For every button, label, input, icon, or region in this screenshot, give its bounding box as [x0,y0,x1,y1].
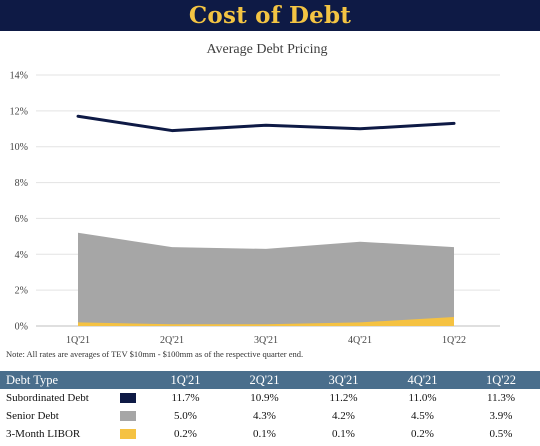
page-title: Cost of Debt [188,2,352,29]
legend-swatch [120,429,136,440]
legend-swatch-cell [110,425,146,443]
table-cell: 5.0% [174,410,197,422]
legend-swatch [120,411,136,422]
table-header-col: 4Q'21 [383,371,463,389]
table-header-col: 2Q'21 [225,371,305,389]
table-row: Subordinated Debt 11.7% 10.9% 11.2% 11.0… [0,389,540,407]
3-month-libor-area [78,317,454,326]
footnote: Note: All rates are averages of TEV $10m… [6,349,304,359]
chart-title: Average Debt Pricing [206,42,327,57]
table-cell: 11.0% [408,392,437,404]
row-label: 3-Month LIBOR [6,428,81,440]
x-tick-label: 1Q'21 [66,335,90,346]
y-tick-label: 0% [15,322,28,333]
y-tick-label: 8% [15,178,28,189]
y-tick-label: 12% [10,106,28,117]
y-tick-label: 6% [15,214,28,225]
y-tick-label: 4% [15,250,28,261]
table-cell: 0.1% [332,428,355,440]
legend-swatch-cell [110,407,146,425]
legend-swatch-cell [110,389,146,407]
table-cell: 11.7% [171,392,200,404]
legend-swatch [120,393,136,404]
table-header-label: Debt Type [0,371,147,389]
row-label: Senior Debt [6,410,59,422]
y-axis-ticks: 0% 2% 4% 6% 8% 10% 12% 14% [10,71,28,333]
table-cell: 4.3% [253,410,276,422]
debt-pricing-chart: Average Debt Pricing 0% 2% 4% 6% 8% 10% 12% 14%… [10,42,500,346]
table-cell: 4.5% [411,410,434,422]
line-series [76,114,456,133]
header-banner: Cost of Debt [0,0,540,31]
table-header-col: 3Q'21 [304,371,384,389]
table-header-col: 1Q'21 [146,371,226,389]
table-cell: 0.2% [411,428,434,440]
y-tick-label: 14% [10,71,28,82]
table-cell: 11.2% [329,392,358,404]
x-axis-ticks: 1Q'21 2Q'21 3Q'21 4Q'21 1Q'22 [66,335,466,346]
table-row: 3-Month LIBOR 0.2% 0.1% 0.1% 0.2% 0.5% [0,425,540,443]
x-tick-label: 2Q'21 [160,335,184,346]
table-cell: 0.5% [489,428,513,440]
y-tick-label: 10% [10,142,28,153]
debt-rates-table: Debt Type 1Q'21 2Q'21 3Q'21 4Q'21 1Q'22 … [0,371,540,443]
table-header-col: 1Q'22 [462,371,540,389]
table-cell: 4.2% [332,410,355,422]
senior-debt-area [78,232,454,326]
table-cell: 3.9% [489,410,513,422]
x-tick-label: 3Q'21 [254,335,278,346]
table-cell: 10.9% [250,392,279,404]
y-tick-label: 2% [15,286,28,297]
table-cell: 0.2% [174,428,197,440]
subordinated-debt-line [76,114,456,133]
x-tick-label: 1Q'22 [442,335,466,346]
table-header-row: Debt Type 1Q'21 2Q'21 3Q'21 4Q'21 1Q'22 [0,371,540,389]
table-cell: 0.1% [253,428,276,440]
area-series [78,232,454,326]
table-row: Senior Debt 5.0% 4.3% 4.2% 4.5% 3.9% [0,407,540,425]
x-tick-label: 4Q'21 [348,335,372,346]
table-cell: 11.3% [487,392,516,404]
row-label: Subordinated Debt [6,392,89,404]
